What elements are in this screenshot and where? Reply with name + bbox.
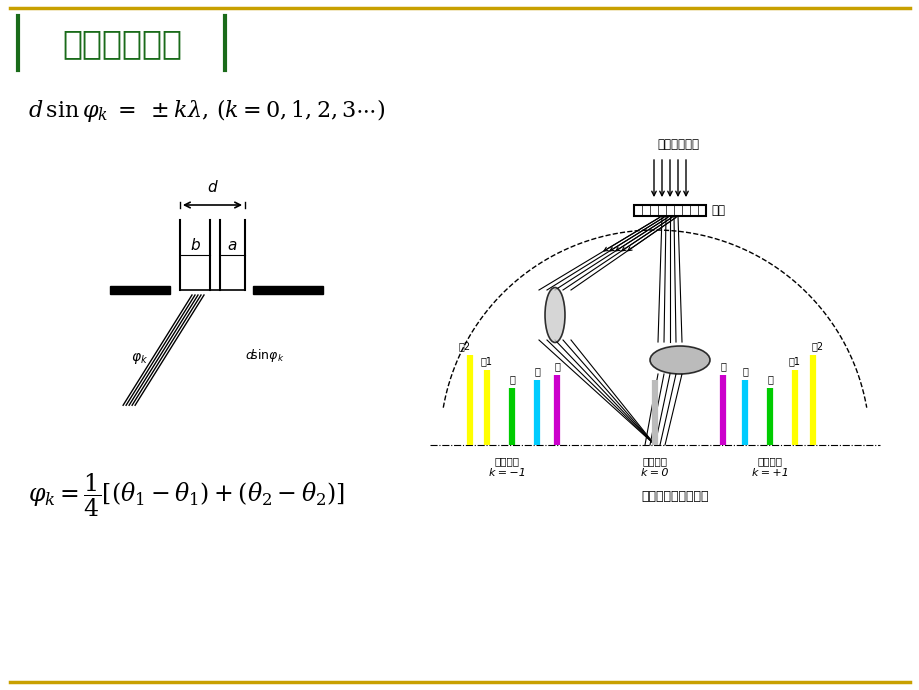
Bar [633, 205, 705, 216]
Text: 【实验原理】: 【实验原理】 [62, 28, 182, 61]
Text: k = +1: k = +1 [751, 468, 788, 478]
Text: $\varphi_k = \dfrac{1}{4}[(\theta_1 - \theta_1) + (\theta_2 - \theta_2)]$: $\varphi_k = \dfrac{1}{4}[(\theta_1 - \t… [28, 471, 345, 519]
Text: 绿: 绿 [508, 374, 515, 384]
Text: a: a [227, 237, 236, 253]
Text: $d\,\sin\varphi_k\;=\;\pm k\lambda,\,(k=0,1,2,3\cdots)$: $d\,\sin\varphi_k\;=\;\pm k\lambda,\,(k=… [28, 97, 385, 124]
Bar [253, 286, 323, 294]
Text: 黄1: 黄1 [481, 356, 493, 366]
Text: k = −1: k = −1 [488, 468, 525, 478]
Text: 黄1: 黄1 [789, 356, 800, 366]
Text: 蓝: 蓝 [742, 366, 747, 376]
Text: 绿: 绿 [766, 374, 772, 384]
Text: $d\!\sin\!\varphi_k$: $d\!\sin\!\varphi_k$ [244, 346, 284, 364]
Text: 紫: 紫 [553, 361, 560, 371]
Text: 黄2: 黄2 [459, 341, 471, 351]
Text: 水銀灯入射光: 水銀灯入射光 [656, 139, 698, 152]
Text: 一级明纹: 一级明纹 [756, 456, 782, 466]
Text: b: b [190, 237, 199, 253]
Text: k = 0: k = 0 [641, 468, 668, 478]
Text: 紫: 紫 [720, 361, 725, 371]
Bar [110, 286, 170, 294]
Text: 黄2: 黄2 [811, 341, 823, 351]
Text: 光栌衍射光谱示意图: 光栌衍射光谱示意图 [641, 491, 708, 504]
Text: $\varphi_k$: $\varphi_k$ [131, 351, 148, 366]
Text: 光栌: 光栌 [710, 204, 724, 217]
Text: 中央明纹: 中央明纹 [641, 456, 667, 466]
Text: 一级明纹: 一级明纹 [494, 456, 519, 466]
Ellipse shape [650, 346, 709, 374]
Text: 蓝: 蓝 [534, 366, 539, 376]
Text: d: d [208, 180, 217, 195]
Ellipse shape [544, 288, 564, 342]
